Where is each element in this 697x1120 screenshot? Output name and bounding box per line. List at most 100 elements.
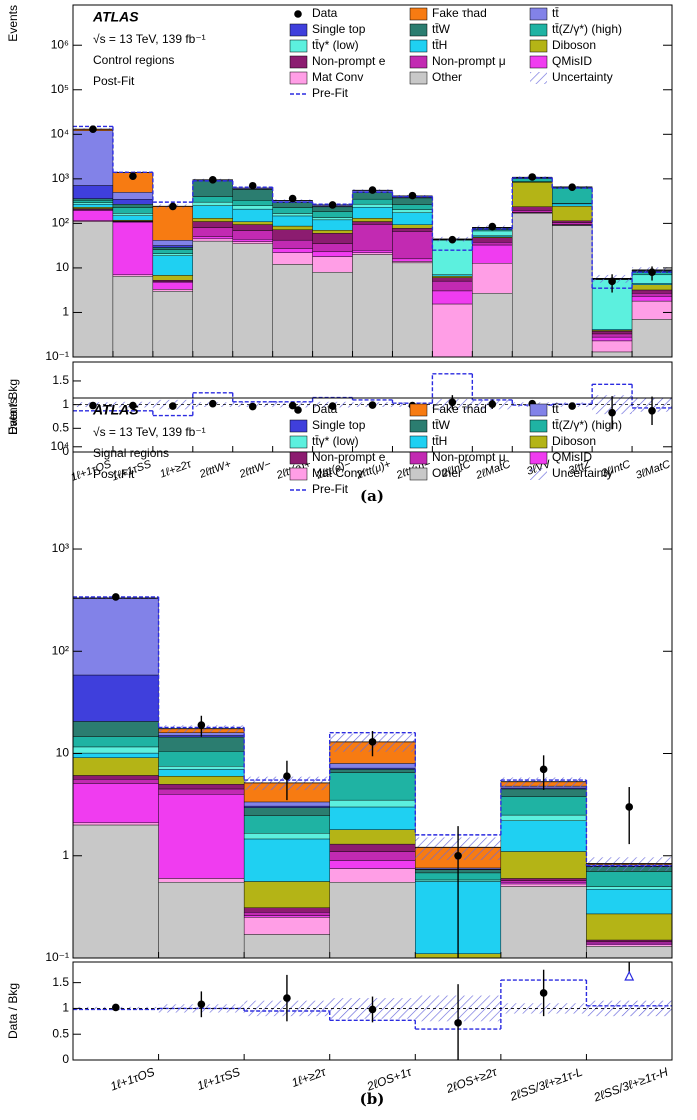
bar-segment [392, 259, 432, 262]
bar-segment [73, 210, 113, 220]
bar-segment [193, 228, 233, 237]
ratio-y-tick-label: 0 [62, 1052, 69, 1066]
bar-segment [632, 285, 672, 290]
legend-label: tt̄ [552, 402, 559, 416]
legend-label: tt̄H [432, 434, 447, 448]
x-tick-label: 2ℓSS/3ℓ+≥1τ-L [507, 1065, 584, 1104]
bar-segment [472, 242, 512, 245]
bar-segment [330, 830, 416, 844]
bar-segment [73, 753, 159, 758]
x-tick-label: 1ℓ+≥2τ [290, 1064, 329, 1090]
legend-label: tt̄H [432, 38, 447, 52]
bar-segment [233, 231, 273, 240]
bar-segment [159, 789, 245, 794]
experiment-label: ATLAS [92, 402, 139, 418]
bar-segment [273, 226, 313, 230]
legend-swatch [530, 8, 547, 20]
bar-segment [313, 244, 353, 252]
bar-segment [159, 766, 245, 769]
bar-segment [586, 940, 672, 942]
bar-segment [353, 255, 393, 377]
experiment-label: ATLAS [92, 9, 139, 25]
legend-label: Diboson [552, 434, 596, 448]
y-tick-label: 10 [56, 260, 70, 274]
legend-label: QMisID [552, 54, 592, 68]
bar-segment [73, 758, 159, 776]
ratio-y-tick-label: 1.5 [52, 975, 69, 989]
legend-swatch [410, 56, 427, 68]
bar-segment [244, 882, 330, 908]
bar-segment [330, 852, 416, 861]
bar-segment [159, 878, 245, 882]
x-tick-label: 1ℓ+1τSS [195, 1065, 242, 1093]
bar-segment [552, 206, 592, 221]
legend-swatch [290, 56, 307, 68]
bar-segment [586, 872, 672, 887]
bar-segment [415, 974, 501, 981]
legend-label: tt̄W [432, 418, 451, 432]
data-point [489, 223, 497, 231]
data-point [283, 772, 291, 780]
bar-segment [353, 222, 393, 225]
ratio-point [112, 1004, 120, 1012]
bar-segment [233, 209, 273, 222]
x-tick-label: 1ℓ+≥2τ [158, 458, 193, 481]
data-point [89, 125, 97, 133]
annotation: Control regions [93, 53, 174, 67]
bar-segment [330, 773, 416, 800]
legend-label: Other [432, 466, 462, 480]
annotation: √s = 13 TeV, 139 fb⁻¹ [93, 32, 206, 46]
bar-segment [501, 821, 587, 852]
bar-segment [501, 884, 587, 887]
bar-segment [73, 737, 159, 747]
legend-swatch [410, 404, 427, 416]
ratio-point [209, 400, 217, 408]
bar-segment [632, 290, 672, 293]
ratio-y-tick-label: 0.5 [52, 420, 69, 434]
bar-segment [432, 276, 472, 278]
legend-swatch [530, 436, 547, 448]
ratio-point [568, 402, 576, 410]
y-tick-label: 10⁻¹ [45, 950, 69, 964]
legend-swatch [410, 468, 427, 480]
bar-segment [353, 207, 393, 218]
bar-segment [586, 887, 672, 890]
bar-segment [592, 341, 632, 352]
bar-segment [244, 908, 330, 913]
data-point [540, 766, 548, 774]
ratio-point [648, 407, 656, 415]
bar-segment [632, 319, 672, 377]
bar-segment [313, 257, 353, 273]
bar-segment [244, 833, 330, 839]
bar-segment [73, 825, 159, 978]
ratio-point [198, 1000, 206, 1008]
bar-segment [592, 331, 632, 334]
bar-segment [313, 233, 353, 243]
legend-swatch [410, 436, 427, 448]
bar-segment [273, 240, 313, 249]
bar-segment [113, 213, 153, 215]
bar-segment [73, 779, 159, 783]
ratio-y-tick-label: 1.5 [52, 373, 69, 387]
bar-segment [273, 202, 313, 207]
bar-segment [392, 213, 432, 225]
bar-segment [159, 769, 245, 776]
ratio-y-tick-label: 0.5 [52, 1026, 69, 1040]
bar-segment [159, 737, 245, 751]
legend-label: Single top [312, 22, 366, 36]
data-point [648, 268, 656, 276]
bar-segment [512, 213, 552, 377]
bar-segment [330, 769, 416, 772]
legend-label: tt̄(Z/γ*) (high) [552, 418, 622, 432]
legend-swatch [290, 72, 307, 84]
bar-segment [73, 775, 159, 779]
legend-swatch [530, 452, 547, 464]
data-point [454, 852, 462, 860]
legend-swatch [530, 404, 547, 416]
bar-segment [193, 222, 233, 228]
bar-segment [472, 238, 512, 243]
legend-label: Uncertainty [552, 70, 613, 84]
bar-segment [313, 218, 353, 220]
bar-segment [73, 199, 113, 201]
data-point [528, 173, 536, 181]
